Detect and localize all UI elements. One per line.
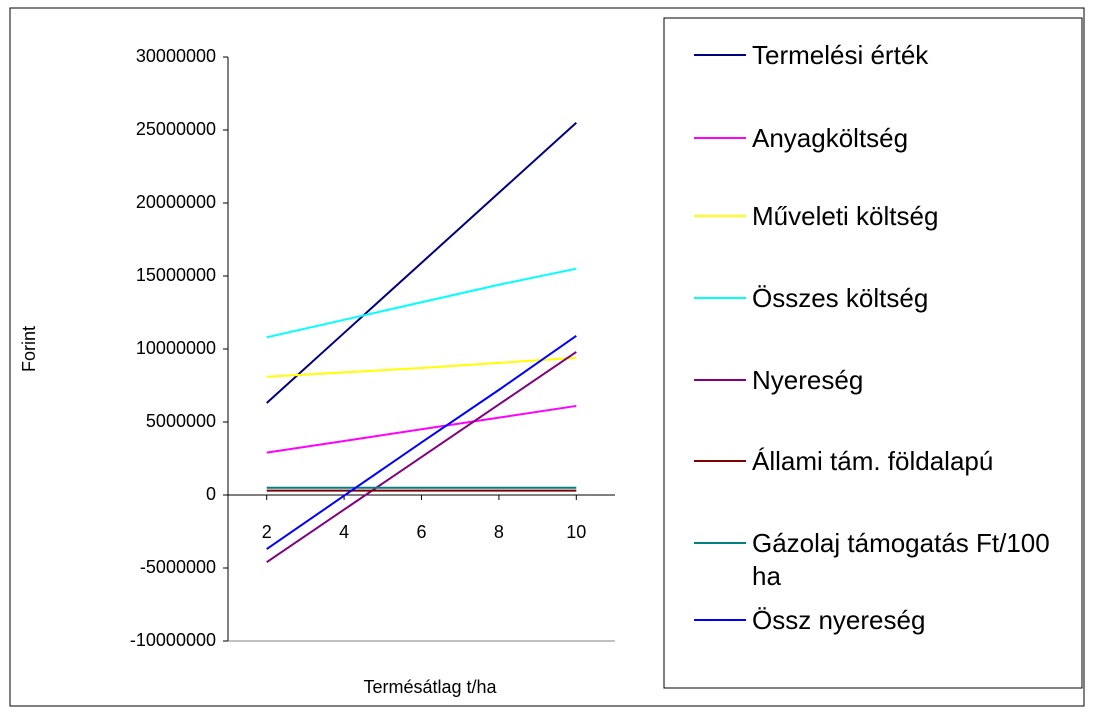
legend-label: Állami tám. földalapú [752, 446, 994, 476]
legend-swatch [694, 460, 746, 462]
y-tick-label: 0 [206, 484, 216, 504]
legend-entry: Anyagköltség [694, 122, 1077, 155]
series-line [266, 351, 577, 563]
y-tick-label: 20000000 [136, 192, 216, 212]
legend-label: Gázolaj támogatás Ft/100 ha [752, 528, 1050, 591]
x-tick-label: 4 [339, 522, 349, 542]
y-tick-label: 15000000 [136, 265, 216, 285]
series-line [266, 404, 577, 454]
legend-swatch [694, 137, 746, 139]
legend-swatch [694, 619, 746, 621]
legend-entry: Állami tám. földalapú [694, 445, 1077, 478]
y-tick-label: 25000000 [136, 119, 216, 139]
x-axis-label: Termésátlag t/ha [363, 677, 497, 697]
legend-swatch [694, 379, 746, 381]
x-tick-label: 8 [494, 522, 504, 542]
series-line [266, 356, 577, 378]
y-tick-label: -5000000 [140, 557, 216, 577]
legend-entry: Műveleti költség [694, 200, 1077, 233]
x-tick-label: 6 [416, 522, 426, 542]
chart-frame [9, 7, 1085, 707]
y-axis-label: Forint [19, 326, 39, 372]
legend-label: Össz nyereség [752, 605, 926, 635]
legend-entry: Nyereség [694, 364, 1077, 397]
series-line [266, 267, 577, 339]
legend-label: Összes költség [752, 283, 929, 313]
y-tick-label: -10000000 [130, 630, 216, 650]
legend-swatch [694, 297, 746, 299]
legend-label: Nyereség [752, 365, 864, 395]
y-tick-label: 5000000 [146, 411, 216, 431]
legend-label: Termelési érték [752, 40, 929, 70]
legend-entry: Összes költség [694, 282, 1077, 315]
x-tick-label: 2 [262, 522, 272, 542]
legend-frame [663, 17, 1083, 689]
legend-label: Műveleti költség [752, 201, 939, 231]
y-tick-label: 30000000 [136, 46, 216, 66]
series-line [266, 335, 577, 550]
legend-swatch [694, 54, 746, 56]
series-line [266, 121, 577, 404]
y-tick-label: 10000000 [136, 338, 216, 358]
legend-label: Anyagköltség [752, 123, 909, 153]
legend-entry: Termelési érték [694, 39, 1077, 72]
legend-swatch [694, 542, 746, 544]
x-tick-label: 10 [566, 522, 586, 542]
legend-entry: Gázolaj támogatás Ft/100 ha [694, 527, 1077, 593]
legend-swatch [694, 215, 746, 217]
legend-entry: Össz nyereség [694, 604, 1077, 637]
